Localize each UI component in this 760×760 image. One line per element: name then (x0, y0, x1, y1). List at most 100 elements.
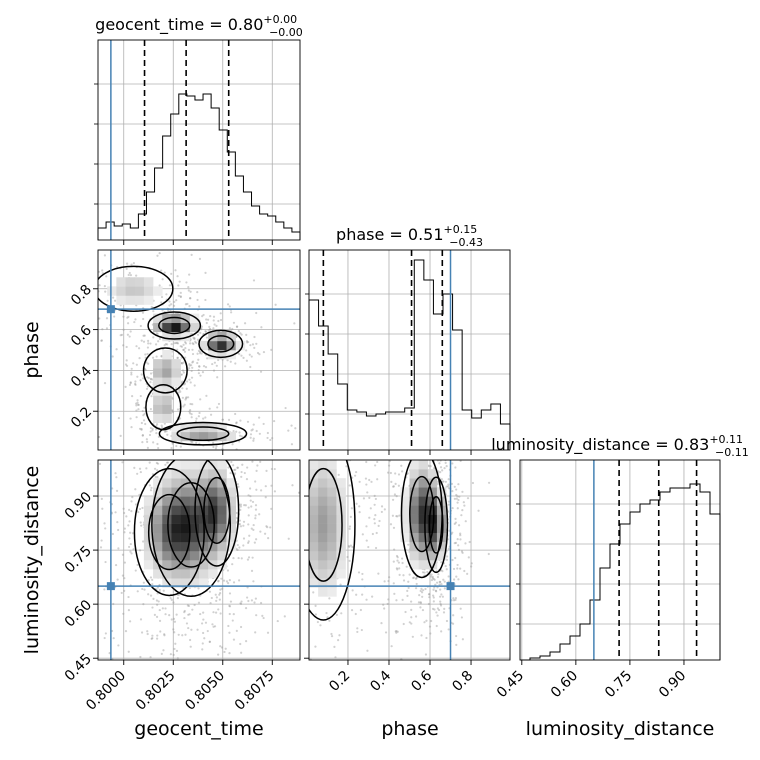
sample-point (127, 315, 130, 319)
density-cell (217, 422, 227, 433)
sample-point (117, 644, 120, 647)
sample-point (365, 525, 368, 528)
density-cell (162, 404, 172, 414)
sample-point (209, 602, 212, 605)
sample-point (160, 354, 163, 358)
sample-point (156, 586, 159, 589)
density-cell (217, 514, 227, 524)
sample-point (176, 408, 180, 411)
sample-point (115, 489, 119, 492)
sample-point (249, 436, 252, 439)
sample-point (144, 422, 147, 426)
density-cell (162, 368, 172, 378)
sample-point (226, 303, 230, 306)
density-cell (327, 505, 337, 515)
sample-point (412, 576, 416, 579)
sample-point (269, 526, 272, 529)
sample-point (348, 525, 352, 528)
sample-point (191, 342, 194, 345)
sample-point (173, 647, 176, 651)
sample-point (377, 572, 380, 575)
sample-point (134, 488, 137, 491)
sample-point (267, 537, 270, 540)
sample-point (460, 616, 464, 619)
sample-point (249, 344, 252, 347)
density-cell (162, 487, 172, 497)
sample-point (325, 611, 328, 615)
sample-point (114, 511, 117, 514)
sample-point (240, 651, 243, 654)
sample-point (260, 326, 263, 329)
sample-point (191, 352, 195, 356)
sample-point (142, 581, 145, 584)
sample-point (394, 482, 397, 485)
sample-point (396, 515, 399, 518)
density-cell (153, 550, 163, 561)
sample-point (401, 561, 404, 565)
density-cell (427, 469, 438, 479)
sample-point (333, 645, 336, 648)
density-cell (162, 578, 172, 588)
sample-point (232, 581, 236, 584)
sample-point (188, 362, 191, 366)
sample-point (149, 381, 152, 384)
sample-point (233, 472, 237, 475)
sample-point (433, 578, 436, 581)
density-cell (418, 523, 429, 534)
sample-point (151, 606, 154, 609)
sample-point (179, 345, 182, 348)
sample-point (261, 614, 264, 617)
sample-point (211, 362, 214, 366)
sample-point (172, 304, 176, 307)
sample-point (217, 402, 221, 406)
sample-point (273, 467, 276, 471)
sample-point (135, 363, 138, 366)
sample-point (190, 628, 193, 631)
sample-point (160, 301, 163, 304)
sample-point (144, 353, 147, 356)
sample-point (236, 482, 239, 486)
density-cell (153, 377, 163, 387)
sample-point (445, 619, 449, 623)
contour-line (158, 421, 248, 446)
sample-point (392, 526, 396, 529)
sample-point (170, 303, 173, 306)
sample-point (245, 333, 248, 337)
sample-point (195, 441, 198, 444)
density-cell (171, 532, 181, 543)
sample-point (410, 600, 413, 603)
density-cell (318, 550, 328, 561)
sample-point (340, 612, 343, 615)
sample-point (181, 369, 185, 372)
sample-point (457, 498, 460, 502)
density-cell (162, 350, 172, 360)
sample-point (314, 613, 317, 616)
sample-point (199, 352, 202, 355)
sample-point (271, 437, 274, 440)
sample-point (339, 583, 342, 586)
histogram-luminosity_distance (520, 483, 721, 661)
sample-point (240, 354, 243, 357)
sample-point (237, 485, 240, 488)
sample-point (153, 467, 157, 470)
sample-point (209, 328, 212, 331)
density-cell (309, 532, 319, 543)
sample-point (139, 379, 142, 382)
sample-point (366, 649, 369, 652)
sample-point (447, 628, 450, 631)
sample-point (155, 432, 158, 435)
sample-point (254, 597, 257, 600)
density-cell (418, 496, 429, 506)
sample-point (146, 440, 149, 443)
sample-point (151, 583, 154, 586)
sample-point (466, 572, 469, 575)
sample-point (451, 531, 454, 534)
sample-point (126, 322, 130, 325)
sample-point (239, 602, 242, 605)
sample-point (184, 633, 187, 636)
sample-point (186, 380, 189, 383)
sample-point (245, 596, 249, 599)
sample-point (188, 378, 191, 381)
truth-marker (106, 582, 115, 591)
sample-point (356, 630, 359, 634)
